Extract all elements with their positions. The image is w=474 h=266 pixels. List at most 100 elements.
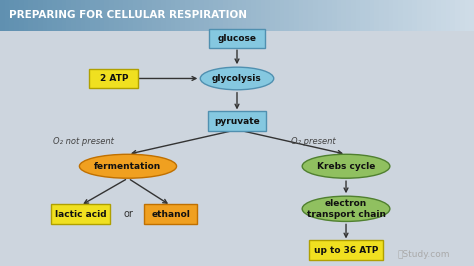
Ellipse shape bbox=[302, 196, 390, 221]
FancyBboxPatch shape bbox=[144, 204, 197, 224]
FancyBboxPatch shape bbox=[66, 0, 72, 31]
FancyBboxPatch shape bbox=[166, 0, 172, 31]
Text: Krebs cycle: Krebs cycle bbox=[317, 162, 375, 171]
FancyBboxPatch shape bbox=[422, 0, 428, 31]
FancyBboxPatch shape bbox=[208, 111, 266, 131]
FancyBboxPatch shape bbox=[351, 0, 356, 31]
FancyBboxPatch shape bbox=[379, 0, 385, 31]
FancyBboxPatch shape bbox=[280, 0, 285, 31]
FancyBboxPatch shape bbox=[137, 0, 143, 31]
FancyBboxPatch shape bbox=[265, 0, 271, 31]
FancyBboxPatch shape bbox=[0, 0, 6, 31]
Text: 2 ATP: 2 ATP bbox=[100, 74, 128, 83]
FancyBboxPatch shape bbox=[450, 0, 456, 31]
FancyBboxPatch shape bbox=[289, 0, 295, 31]
FancyBboxPatch shape bbox=[237, 0, 243, 31]
FancyBboxPatch shape bbox=[417, 0, 423, 31]
FancyBboxPatch shape bbox=[346, 0, 352, 31]
FancyBboxPatch shape bbox=[204, 0, 210, 31]
FancyBboxPatch shape bbox=[275, 0, 281, 31]
FancyBboxPatch shape bbox=[308, 0, 314, 31]
FancyBboxPatch shape bbox=[365, 0, 371, 31]
FancyBboxPatch shape bbox=[100, 0, 105, 31]
FancyBboxPatch shape bbox=[284, 0, 290, 31]
FancyBboxPatch shape bbox=[171, 0, 176, 31]
FancyBboxPatch shape bbox=[199, 0, 205, 31]
FancyBboxPatch shape bbox=[318, 0, 323, 31]
FancyBboxPatch shape bbox=[128, 0, 134, 31]
Text: fermentation: fermentation bbox=[94, 162, 162, 171]
FancyBboxPatch shape bbox=[398, 0, 404, 31]
Text: O₂ present: O₂ present bbox=[291, 137, 335, 146]
Ellipse shape bbox=[200, 67, 274, 90]
FancyBboxPatch shape bbox=[313, 0, 319, 31]
FancyBboxPatch shape bbox=[408, 0, 413, 31]
FancyBboxPatch shape bbox=[261, 0, 266, 31]
FancyBboxPatch shape bbox=[209, 0, 214, 31]
FancyBboxPatch shape bbox=[89, 69, 138, 88]
FancyBboxPatch shape bbox=[175, 0, 181, 31]
Text: PREPARING FOR CELLULAR RESPIRATION: PREPARING FOR CELLULAR RESPIRATION bbox=[9, 10, 246, 20]
FancyBboxPatch shape bbox=[209, 29, 265, 48]
FancyBboxPatch shape bbox=[460, 0, 465, 31]
Text: up to 36 ATP: up to 36 ATP bbox=[314, 246, 378, 255]
Text: or: or bbox=[124, 209, 134, 219]
Text: ⓈStudy.com: ⓈStudy.com bbox=[398, 250, 450, 259]
FancyBboxPatch shape bbox=[161, 0, 167, 31]
Ellipse shape bbox=[80, 154, 176, 178]
FancyBboxPatch shape bbox=[412, 0, 418, 31]
FancyBboxPatch shape bbox=[360, 0, 366, 31]
FancyBboxPatch shape bbox=[33, 0, 39, 31]
FancyBboxPatch shape bbox=[194, 0, 200, 31]
FancyBboxPatch shape bbox=[57, 0, 63, 31]
FancyBboxPatch shape bbox=[28, 0, 34, 31]
FancyBboxPatch shape bbox=[465, 0, 470, 31]
FancyBboxPatch shape bbox=[270, 0, 276, 31]
FancyBboxPatch shape bbox=[47, 0, 53, 31]
FancyBboxPatch shape bbox=[81, 0, 86, 31]
FancyBboxPatch shape bbox=[322, 0, 328, 31]
FancyBboxPatch shape bbox=[9, 0, 15, 31]
Text: lactic acid: lactic acid bbox=[55, 210, 106, 219]
FancyBboxPatch shape bbox=[228, 0, 233, 31]
FancyBboxPatch shape bbox=[5, 0, 10, 31]
FancyBboxPatch shape bbox=[43, 0, 48, 31]
FancyBboxPatch shape bbox=[356, 0, 361, 31]
FancyBboxPatch shape bbox=[38, 0, 44, 31]
FancyBboxPatch shape bbox=[469, 0, 474, 31]
FancyBboxPatch shape bbox=[85, 0, 91, 31]
FancyBboxPatch shape bbox=[446, 0, 451, 31]
FancyBboxPatch shape bbox=[223, 0, 228, 31]
FancyBboxPatch shape bbox=[455, 0, 461, 31]
Text: electron
transport chain: electron transport chain bbox=[307, 199, 385, 218]
FancyBboxPatch shape bbox=[246, 0, 252, 31]
FancyBboxPatch shape bbox=[341, 0, 347, 31]
FancyBboxPatch shape bbox=[156, 0, 162, 31]
FancyBboxPatch shape bbox=[71, 0, 77, 31]
FancyBboxPatch shape bbox=[427, 0, 432, 31]
FancyBboxPatch shape bbox=[431, 0, 437, 31]
FancyBboxPatch shape bbox=[232, 0, 238, 31]
FancyBboxPatch shape bbox=[370, 0, 375, 31]
FancyBboxPatch shape bbox=[90, 0, 96, 31]
FancyBboxPatch shape bbox=[256, 0, 262, 31]
FancyBboxPatch shape bbox=[152, 0, 157, 31]
FancyBboxPatch shape bbox=[109, 0, 115, 31]
Text: pyruvate: pyruvate bbox=[214, 117, 260, 126]
FancyBboxPatch shape bbox=[185, 0, 191, 31]
FancyBboxPatch shape bbox=[52, 204, 110, 224]
Ellipse shape bbox=[302, 154, 390, 178]
FancyBboxPatch shape bbox=[147, 0, 153, 31]
FancyBboxPatch shape bbox=[327, 0, 333, 31]
FancyBboxPatch shape bbox=[52, 0, 58, 31]
FancyBboxPatch shape bbox=[393, 0, 399, 31]
FancyBboxPatch shape bbox=[14, 0, 20, 31]
Text: glycolysis: glycolysis bbox=[212, 74, 262, 83]
FancyBboxPatch shape bbox=[299, 0, 304, 31]
FancyBboxPatch shape bbox=[441, 0, 447, 31]
FancyBboxPatch shape bbox=[133, 0, 138, 31]
Text: O₂ not present: O₂ not present bbox=[53, 137, 113, 146]
FancyBboxPatch shape bbox=[436, 0, 442, 31]
FancyBboxPatch shape bbox=[332, 0, 337, 31]
FancyBboxPatch shape bbox=[24, 0, 29, 31]
